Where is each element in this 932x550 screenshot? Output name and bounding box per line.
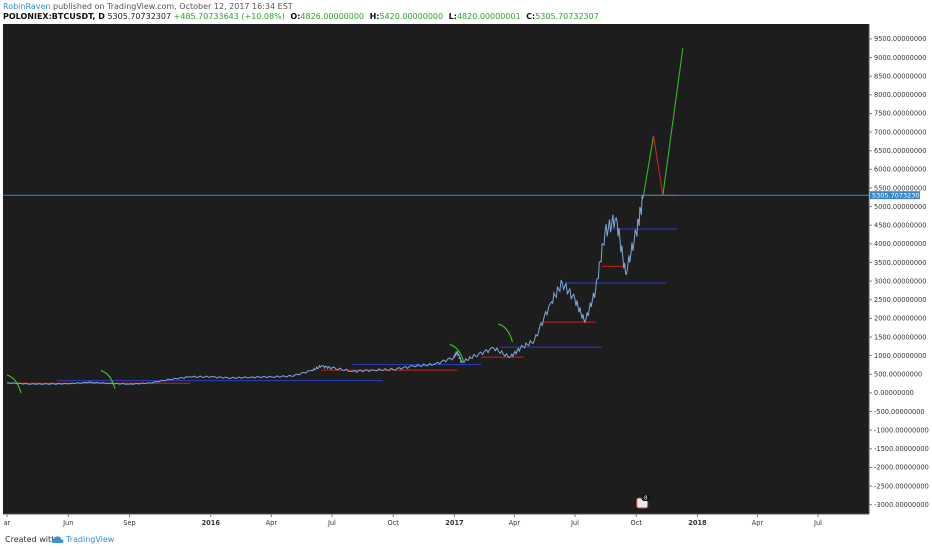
created-with-text: Created with — [5, 535, 57, 544]
time-tick-label: Oct — [631, 519, 643, 527]
open-value: 4826.00000000 — [300, 12, 365, 21]
close-value: 5305.70732307 — [535, 12, 599, 21]
last-price: 5305.70732307 — [107, 12, 172, 21]
price-axis[interactable]: 9500.00000000 9000.00000000 8500.00000000 8… — [868, 24, 929, 514]
projection-green-up — [643, 135, 655, 196]
author-link[interactable]: RobinRaven — [3, 2, 51, 11]
price-tick-label: 2500.00000000 — [874, 296, 926, 304]
low-label: L: — [448, 12, 457, 21]
price-tick-label: 6000.00000000 — [874, 166, 926, 174]
current-price-tag-text: 5305.70732307 — [872, 192, 924, 200]
price-chart[interactable]: 9500.000000009000.000000008500.000000008… — [0, 24, 932, 532]
plot-area[interactable] — [3, 24, 869, 514]
price-tick-label: 4500.00000000 — [874, 222, 926, 230]
price-tick-label: 2000.00000000 — [874, 315, 926, 323]
close-label: C: — [526, 12, 536, 21]
projection-red-down — [652, 135, 664, 196]
price-tick-label: 1500.00000000 — [874, 333, 926, 341]
publish-info: RobinRaven published on TradingView.com,… — [3, 2, 293, 11]
time-tick-label: Jul — [813, 519, 822, 527]
time-tick-label: Jul — [327, 519, 336, 527]
footer: Created with TradingView — [0, 532, 932, 550]
publish-text: published on TradingView.com, October 12… — [53, 2, 293, 11]
high-value: 5420.00000000 — [379, 12, 444, 21]
price-tick-label: 7000.00000000 — [874, 128, 926, 136]
price-tick-label: 5500.00000000 — [874, 184, 926, 192]
price-tick-label: -3000.00000000 — [874, 501, 929, 509]
low-value: 4820.00000001 — [456, 12, 521, 21]
time-tick-label: 2018 — [688, 519, 707, 527]
price-tick-label: 8500.00000000 — [874, 72, 926, 80]
price-series-line — [6, 194, 644, 385]
price-tick-label: 8000.00000000 — [874, 91, 926, 99]
time-tick-label: 2017 — [445, 519, 464, 527]
time-tick-label: Apr — [509, 519, 521, 527]
time-tick-label: Sep — [123, 519, 135, 527]
green-arc-marker — [449, 343, 465, 363]
time-axis[interactable]: ar Jun Sep 2016 Apr Jul Oct 2017 Apr Jul Oct 2018 Ap… — [3, 513, 869, 527]
price-tick-label: 7500.00000000 — [874, 110, 926, 118]
chart-header: RobinRaven published on TradingView.com,… — [0, 0, 932, 24]
annotation-markers — [6, 323, 513, 394]
current-price-tag: 5305.70732307 — [870, 191, 924, 200]
price-tick-label: -2000.00000000 — [874, 464, 929, 472]
symbol-label[interactable]: POLONIEX:BTCUSDT, D — [3, 12, 105, 21]
price-tick-label: 3500.00000000 — [874, 259, 926, 267]
price-tick-label: 500.00000000 — [874, 371, 922, 379]
price-change: +485.70733643 (+10.08%) — [173, 12, 285, 21]
price-tick-label: 3000.00000000 — [874, 277, 926, 285]
price-tick-label: -2500.00000000 — [874, 482, 929, 490]
ohlc-legend: POLONIEX:BTCUSDT, D 5305.70732307 +485.7… — [3, 12, 599, 21]
price-tick-label: 9000.00000000 — [874, 54, 926, 62]
projection-lines — [643, 48, 684, 196]
price-tick-label: 6500.00000000 — [874, 147, 926, 155]
event-flag-icon[interactable]: 8 — [636, 495, 651, 509]
time-tick-label: 2016 — [202, 519, 221, 527]
tradingview-cloud-icon — [51, 536, 64, 543]
projection-green-up-2 — [662, 48, 684, 196]
high-label: H: — [369, 12, 380, 21]
green-arc-marker — [6, 374, 22, 394]
price-tick-label: -1000.00000000 — [874, 426, 929, 434]
time-tick-label: Apr — [266, 519, 278, 527]
time-tick-label: ar — [4, 519, 11, 527]
time-tick-label: Apr — [752, 519, 764, 527]
price-tick-label: 5000.00000000 — [874, 203, 926, 211]
price-tick-label: -1500.00000000 — [874, 445, 929, 453]
green-arc-marker — [100, 370, 116, 389]
price-tick-label: -500.00000000 — [874, 408, 925, 416]
price-tick-label: 4000.00000000 — [874, 240, 926, 248]
event-flag-count: 8 — [644, 496, 648, 502]
open-label: O: — [290, 12, 301, 21]
time-tick-label: Oct — [387, 519, 399, 527]
price-tick-label: 0.00000000 — [874, 389, 914, 397]
price-tick-label: 1000.00000000 — [874, 352, 926, 360]
price-tick-label: 9500.00000000 — [874, 35, 926, 43]
time-tick-label: Jun — [62, 519, 73, 527]
green-arc-marker — [498, 323, 513, 343]
tradingview-link[interactable]: TradingView — [66, 535, 115, 544]
time-tick-label: Jul — [570, 519, 579, 527]
